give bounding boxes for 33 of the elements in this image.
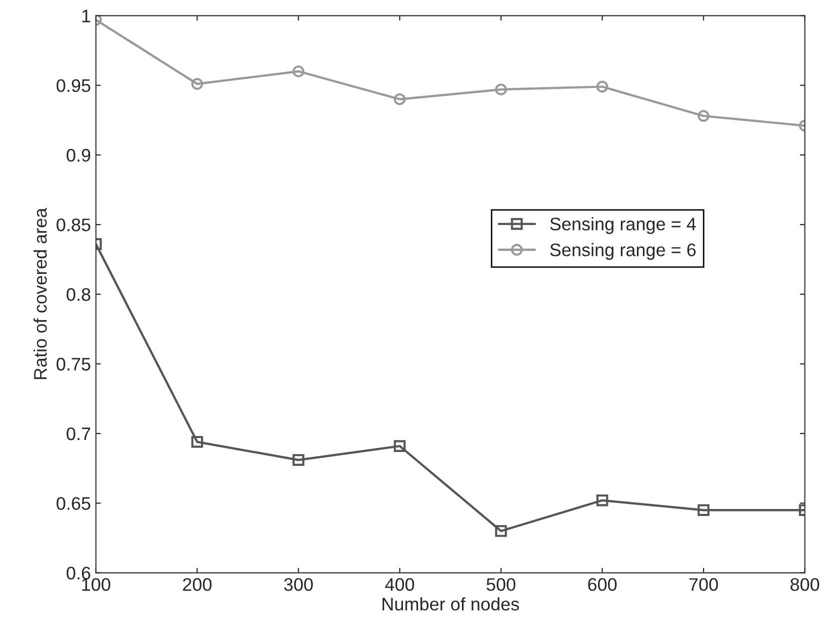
x-tick-label: 800 (790, 578, 820, 591)
x-tick-label: 100 (82, 578, 110, 591)
legend-label: Sensing range = 6 (550, 243, 696, 260)
y-tick-label: 0.9 (66, 148, 90, 162)
point (191, 78, 204, 90)
point (596, 494, 608, 506)
point (698, 504, 710, 516)
y-tick-label: 0.75 (56, 358, 90, 371)
y-tick-label: 0.8 (66, 288, 90, 301)
point (495, 84, 507, 96)
y-tick-label: 0.7 (66, 427, 90, 440)
y-tick-label: 0.95 (56, 79, 90, 92)
point (394, 93, 406, 106)
point (596, 80, 608, 93)
x-tick-label: 600 (588, 578, 617, 591)
y-tick-label: 0.6 (66, 566, 90, 580)
point (698, 110, 710, 122)
x-tick-label: 500 (486, 578, 516, 591)
x-tick-label: 400 (385, 578, 414, 591)
point (191, 436, 204, 448)
x-tick-label: 700 (689, 578, 718, 591)
x-tick-label: 300 (284, 578, 313, 591)
legend-label: Sensing range = 4 (550, 217, 696, 234)
point (394, 440, 406, 452)
y-tick-label: 1 (82, 10, 90, 22)
y-tick-label: 0.65 (56, 497, 90, 510)
point (292, 65, 304, 78)
point (495, 525, 507, 537)
point (292, 454, 304, 466)
x-axis-title: Number of nodes (382, 597, 519, 611)
y-axis-title: Ratio of covered area (34, 208, 47, 380)
x-tick-label: 200 (183, 578, 212, 591)
y-tick-label: 0.85 (56, 218, 90, 232)
